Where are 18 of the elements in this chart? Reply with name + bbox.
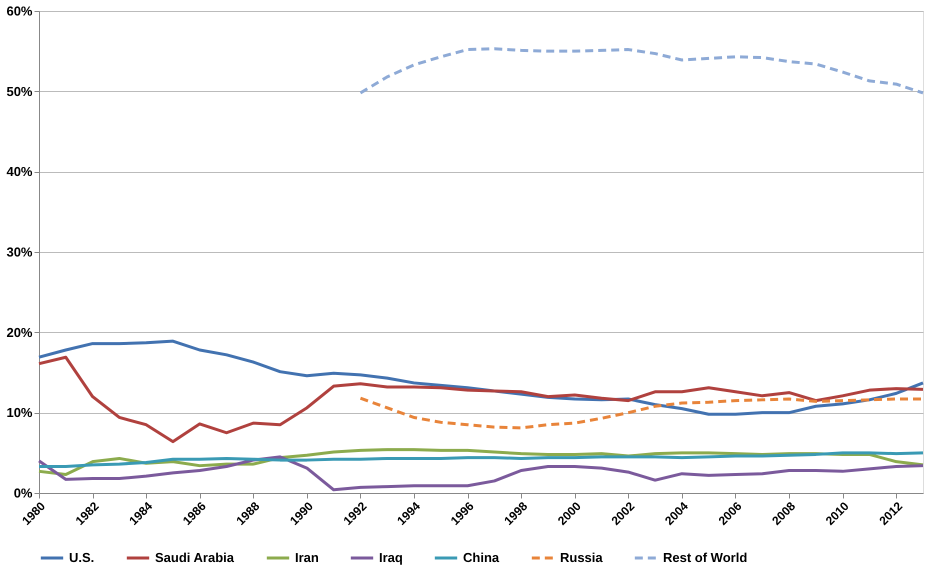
y-tick-label: 30% <box>6 244 33 260</box>
y-tick-label: 40% <box>6 164 33 180</box>
legend-label: Saudi Arabia <box>155 550 235 565</box>
line-series <box>38 356 924 444</box>
line-series <box>38 455 924 492</box>
legend-label: Iraq <box>379 550 403 565</box>
legend-label: U.S. <box>69 550 94 565</box>
line-series <box>358 47 924 94</box>
legend-label: Iran <box>295 550 319 565</box>
y-tick-label: 50% <box>6 84 33 99</box>
legend-label: China <box>463 550 500 565</box>
y-tick-label: 10% <box>6 405 33 420</box>
y-tick-label: 20% <box>6 324 33 340</box>
line-series <box>38 451 924 468</box>
legend-label: Rest of World <box>663 550 748 565</box>
legend-label: Russia <box>560 550 604 565</box>
y-tick-label: 0% <box>14 486 33 500</box>
y-tick-label: 60% <box>6 4 33 18</box>
